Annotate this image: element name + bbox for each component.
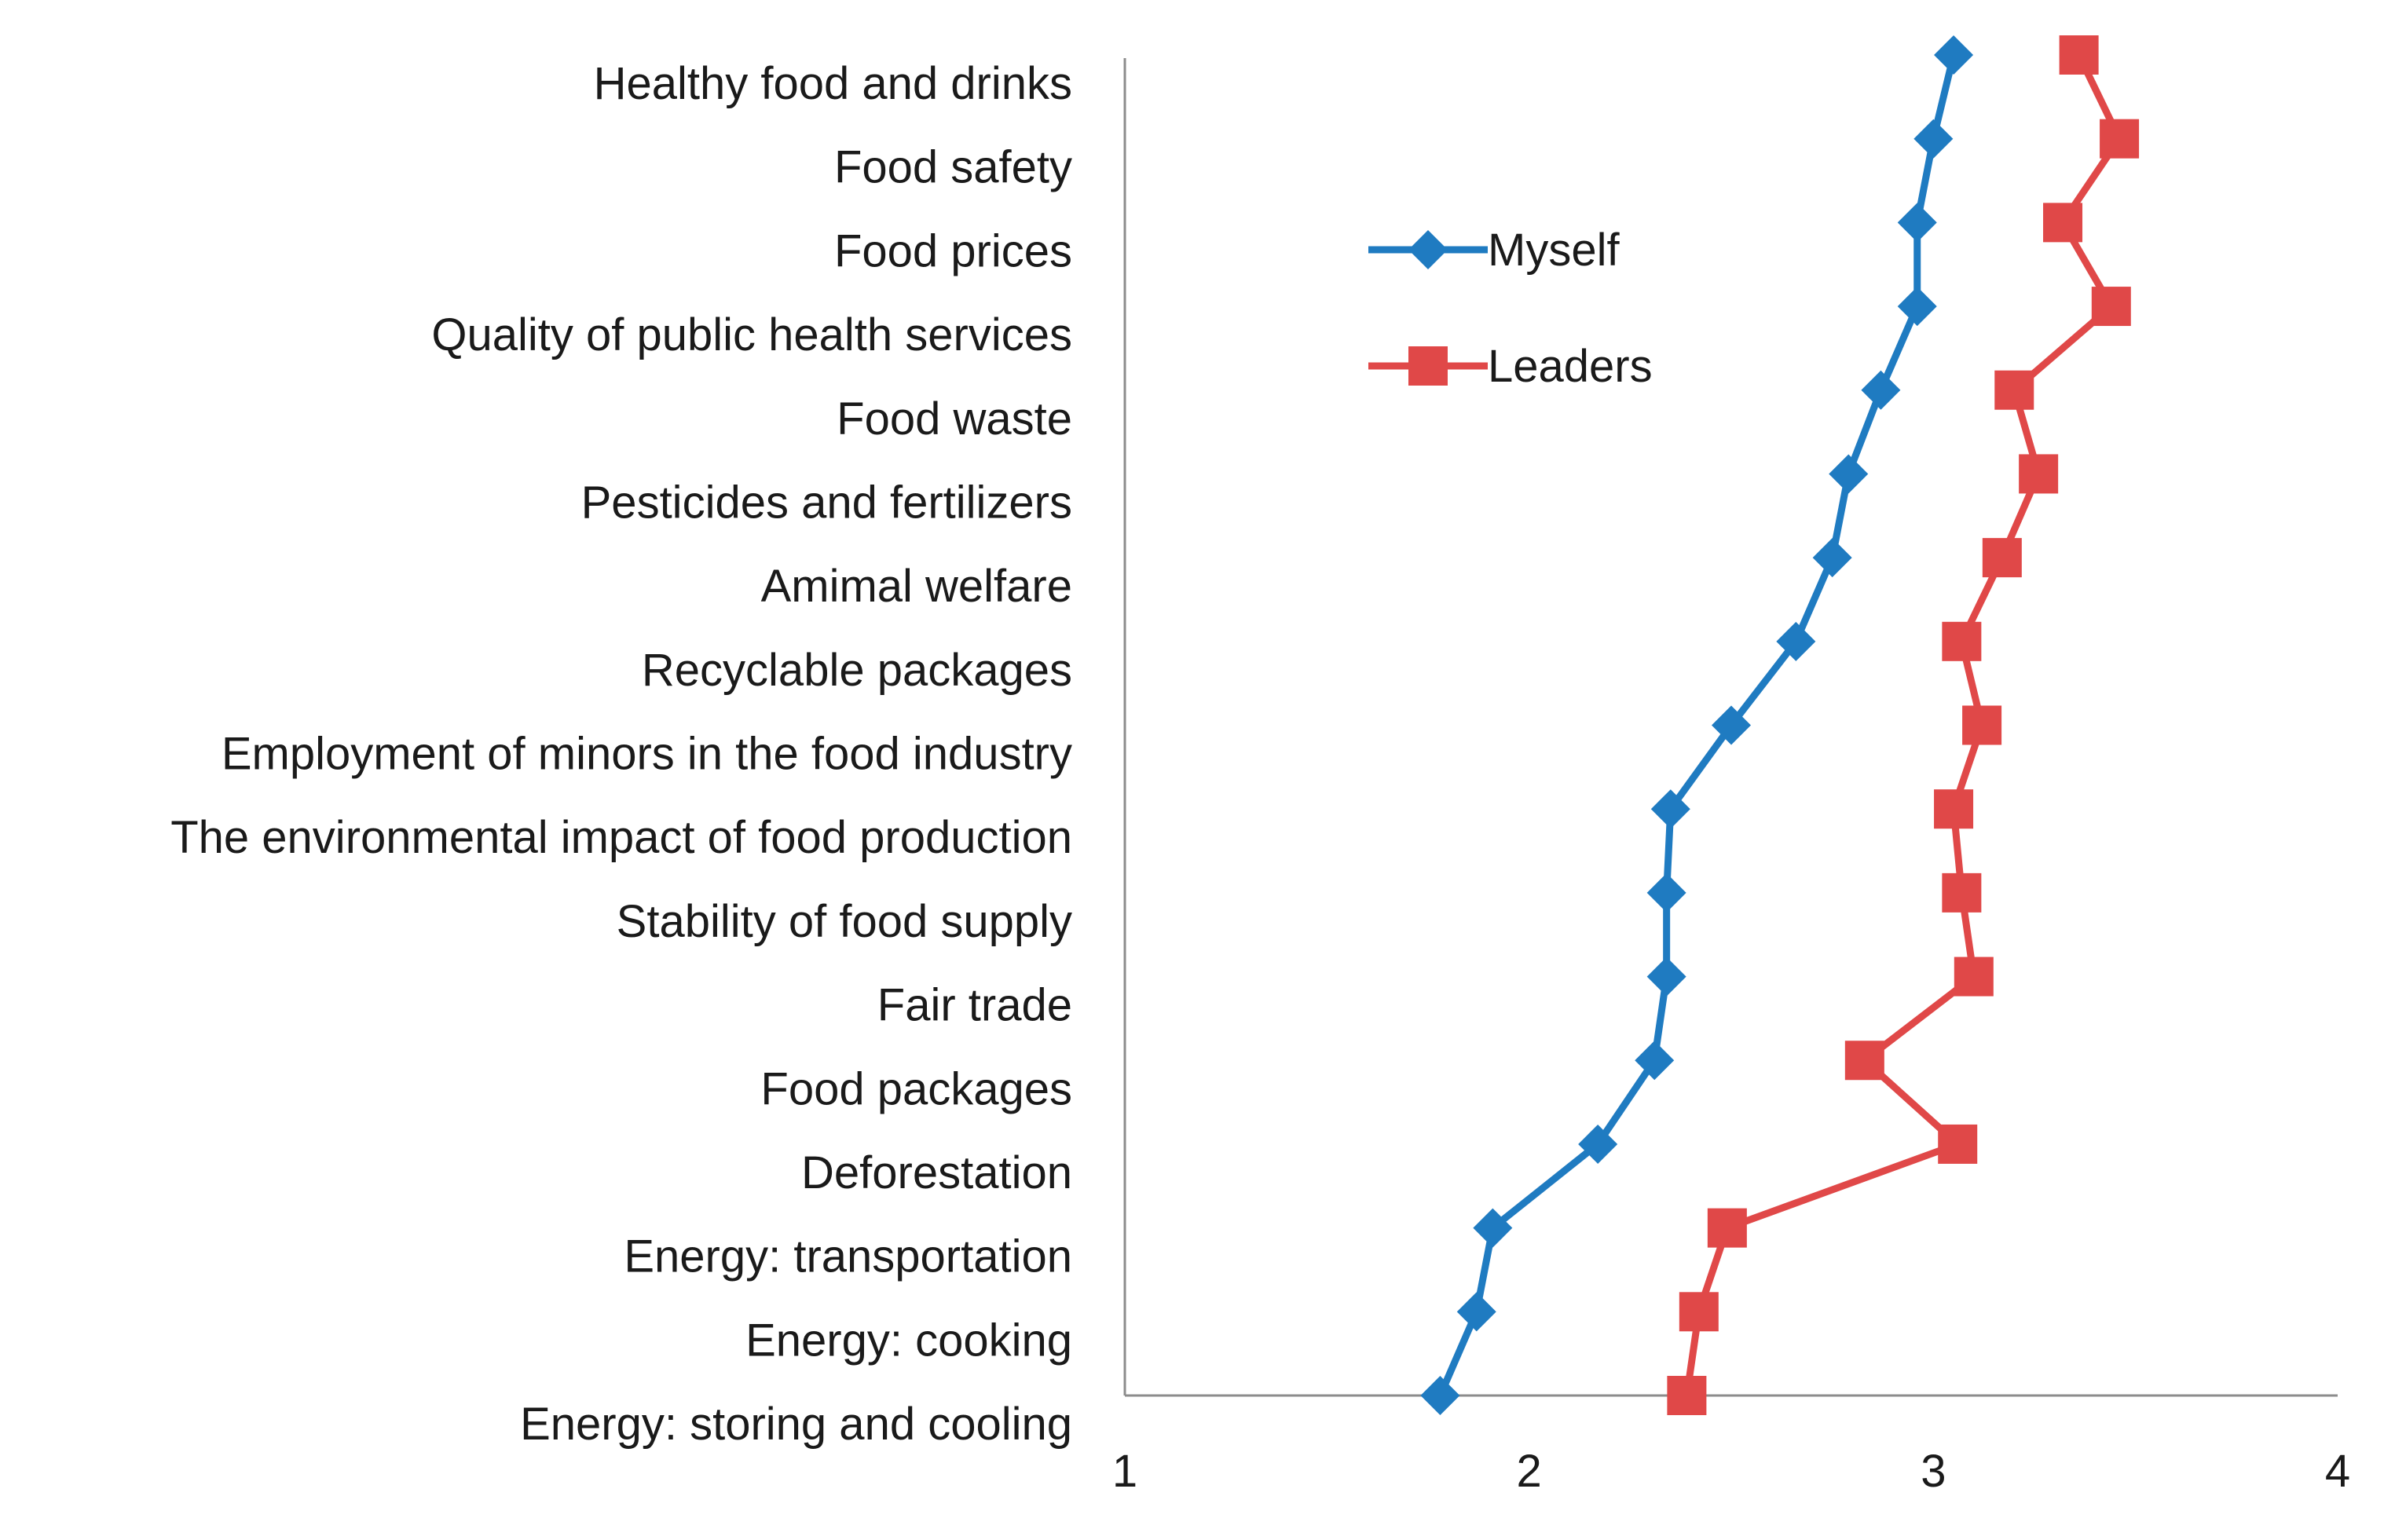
data-point-leaders (1994, 370, 2034, 410)
category-label: The environmental impact of food product… (170, 812, 1072, 863)
data-point-leaders (1934, 789, 1974, 829)
data-point-myself (1578, 1124, 1618, 1164)
category-label: Pesticides and fertilizers (581, 477, 1072, 528)
data-point-leaders (1982, 538, 2022, 578)
data-point-myself (1897, 203, 1937, 243)
data-point-myself (1934, 35, 1974, 75)
x-tick-label: 1 (1112, 1446, 1137, 1497)
data-point-myself (1456, 1292, 1496, 1332)
legend-item-myself: Myself (1368, 225, 1620, 276)
legend-label: Myself (1488, 225, 1620, 276)
data-point-leaders (1679, 1292, 1719, 1332)
data-point-myself (1861, 370, 1901, 410)
category-label: Fair trade (877, 980, 1072, 1031)
category-label: Recyclable packages (642, 645, 1072, 696)
x-tick-label: 4 (2325, 1446, 2350, 1497)
category-label: Stability of food supply (617, 896, 1072, 947)
category-label: Food safety (834, 142, 1072, 193)
category-label: Healthy food and drinks (594, 58, 1072, 109)
data-point-leaders (1954, 957, 1994, 997)
data-point-leaders (1942, 872, 1982, 913)
legend: Myself Leaders (1368, 225, 1653, 392)
data-point-leaders (1962, 705, 2002, 745)
data-point-leaders (1707, 1208, 1747, 1248)
category-label: Quality of public health services (431, 309, 1072, 360)
data-point-leaders (2059, 35, 2099, 75)
x-tick-label: 2 (1517, 1446, 1542, 1497)
x-tick-label: 3 (1921, 1446, 1946, 1497)
series-myself (1420, 35, 1974, 1415)
data-point-myself (1913, 119, 1954, 159)
data-point-myself (1897, 287, 1937, 327)
axes (1123, 58, 2338, 1397)
category-label: Employment of minors in the food industr… (222, 729, 1072, 780)
legend-marker (1408, 346, 1448, 386)
data-point-myself (1420, 1376, 1460, 1415)
category-label: Energy: transportation (624, 1231, 1072, 1282)
data-point-myself (1829, 454, 1869, 494)
data-point-leaders (1942, 621, 1982, 661)
legend-marker (1408, 230, 1448, 269)
data-point-myself (1646, 957, 1686, 997)
category-labels: Healthy food and drinks Food safety Food p… (170, 58, 1072, 1450)
data-point-leaders (2100, 119, 2140, 159)
series-line-leaders (1683, 53, 2123, 1396)
data-point-leaders (2043, 203, 2083, 243)
series-layer (1420, 35, 2140, 1415)
category-label: Food prices (834, 225, 1072, 276)
legend-label: Leaders (1488, 341, 1653, 392)
legend-item-leaders: Leaders (1368, 341, 1653, 392)
category-label: Energy: storing and cooling (520, 1399, 1072, 1450)
data-point-myself (1712, 705, 1751, 745)
data-point-myself (1776, 621, 1816, 661)
data-point-leaders (1938, 1124, 1978, 1164)
data-point-myself (1812, 538, 1852, 578)
data-point-myself (1646, 872, 1686, 913)
category-label: Food packages (760, 1063, 1072, 1114)
data-point-myself (1635, 1041, 1675, 1081)
x-tick-labels: 1 2 3 4 (1112, 1446, 2350, 1497)
category-label: Energy: cooking (745, 1315, 1072, 1366)
category-label: Food waste (837, 393, 1072, 444)
category-label: Amimal welfare (761, 561, 1072, 612)
data-point-leaders (1667, 1376, 1707, 1415)
data-point-myself (1473, 1208, 1513, 1248)
data-point-leaders (2019, 454, 2059, 494)
data-point-leaders (2091, 287, 2131, 327)
series-leaders (1667, 35, 2140, 1415)
data-point-myself (1650, 789, 1690, 829)
data-point-leaders (1844, 1041, 1884, 1081)
category-label: Deforestation (801, 1147, 1072, 1198)
